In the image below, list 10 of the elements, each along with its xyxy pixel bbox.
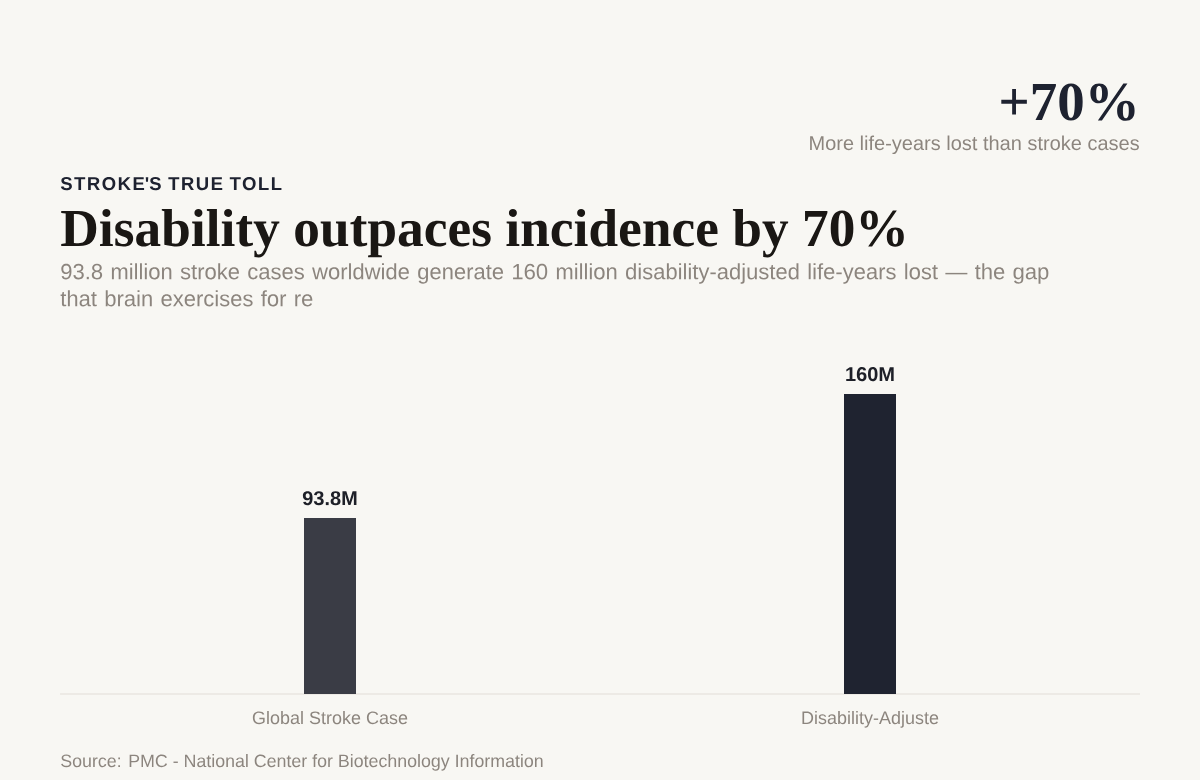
chart-title: Disability outpaces incidence by 70% bbox=[61, 208, 904, 258]
x-tick-label: Disability-Adjuste bbox=[802, 710, 939, 728]
text: More life-years lost than stroke cases bbox=[810, 135, 1139, 155]
data-label: 93.8M bbox=[302, 491, 357, 506]
source-note: Source: PMC - National Center for Biotechnology Information bbox=[61, 754, 543, 771]
x-tick-label: Global Stroke Case bbox=[252, 710, 408, 725]
chart-subtitle: 93.8 million stroke cases worldwide generate 160 million disability-adjusted life-years lost — the gap that brain exercises for re bbox=[60, 263, 1049, 307]
data-label: 160M bbox=[846, 367, 894, 382]
text: STROKE'S TRUE TOLL bbox=[60, 177, 282, 191]
text: +70% bbox=[1001, 83, 1135, 121]
